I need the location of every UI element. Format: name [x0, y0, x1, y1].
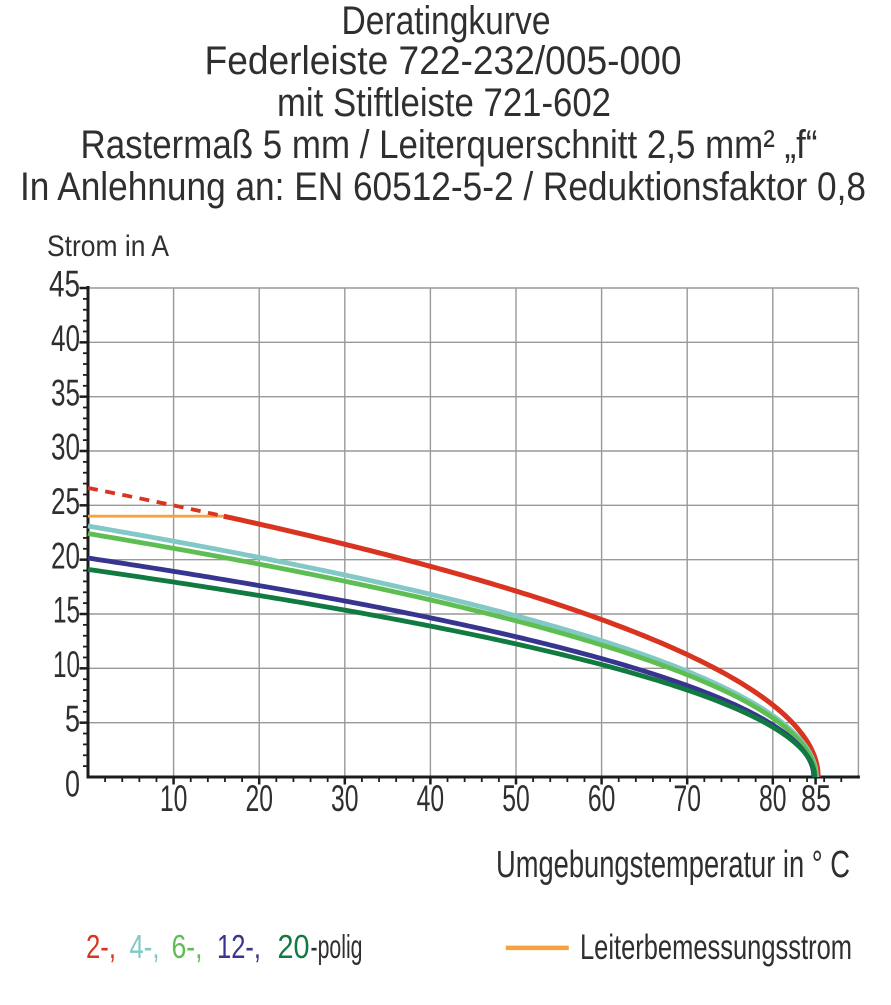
svg-text:10: 10 [160, 778, 188, 819]
svg-text:35: 35 [51, 372, 80, 413]
svg-text:80: 80 [759, 778, 787, 819]
svg-text:70: 70 [673, 778, 701, 819]
svg-text:15: 15 [53, 590, 80, 631]
svg-text:Federleiste 722-232/005-000: Federleiste 722-232/005-000 [205, 39, 682, 83]
svg-text:60: 60 [588, 778, 616, 819]
svg-text:30: 30 [331, 778, 359, 819]
svg-text:40: 40 [51, 318, 80, 359]
svg-text:Deratingkurve: Deratingkurve [342, 0, 551, 43]
svg-text:50: 50 [502, 778, 530, 819]
svg-text:12-,: 12-, [217, 928, 261, 965]
svg-text:Leiterbemessungsstrom: Leiterbemessungsstrom [580, 928, 852, 967]
svg-text:20: 20 [245, 778, 273, 819]
svg-text:2-,: 2-, [86, 928, 116, 965]
svg-text:mit Stiftleiste 721-602: mit Stiftleiste 721-602 [277, 81, 611, 125]
svg-text:20: 20 [278, 928, 310, 965]
svg-text:Strom in A: Strom in A [47, 230, 169, 263]
svg-text:5: 5 [65, 698, 80, 739]
svg-text:6-,: 6-, [172, 928, 203, 965]
svg-text:10: 10 [53, 644, 80, 685]
svg-text:30: 30 [51, 427, 80, 468]
svg-text:Umgebungstemperatur in ° C: Umgebungstemperatur in ° C [496, 844, 850, 886]
svg-text:20: 20 [51, 535, 80, 576]
svg-text:0: 0 [65, 764, 80, 805]
svg-text:40: 40 [417, 778, 445, 819]
svg-text:4-,: 4-, [130, 928, 160, 965]
svg-text:In Anlehnung an: EN 60512-5-2: In Anlehnung an: EN 60512-5-2 / Reduktio… [20, 165, 866, 209]
svg-text:-polig: -polig [311, 928, 363, 965]
svg-text:85: 85 [801, 778, 831, 819]
svg-text:25: 25 [51, 481, 80, 522]
svg-text:45: 45 [49, 264, 80, 305]
svg-text:Rastermaß 5 mm / Leiterquersch: Rastermaß 5 mm / Leiterquerschnitt 2,5 m… [81, 123, 818, 167]
